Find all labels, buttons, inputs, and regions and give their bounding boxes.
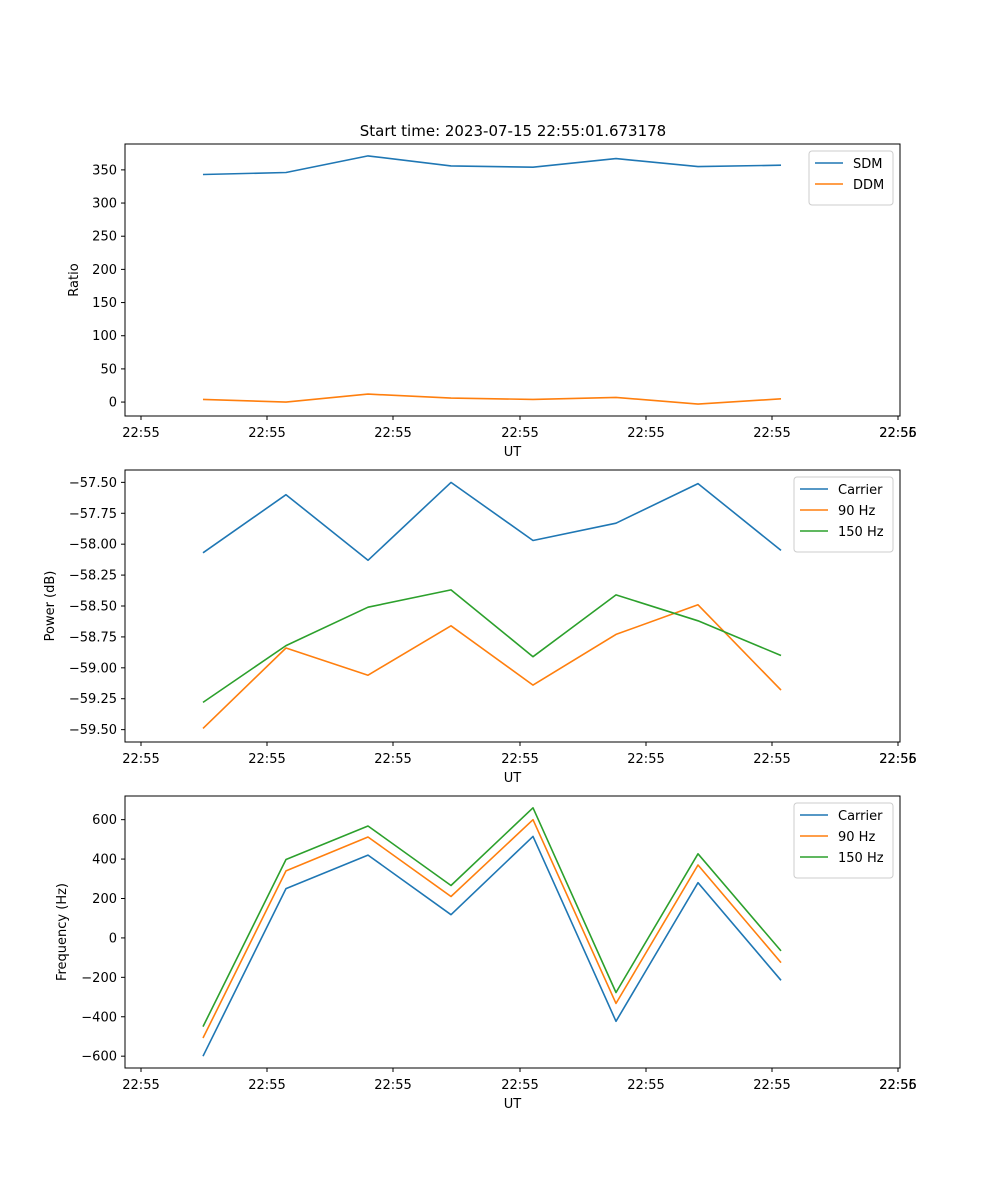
legend-box <box>808 150 894 206</box>
y-tick-label: −57.75 <box>69 507 117 522</box>
y-tick-label: −58.75 <box>69 630 117 645</box>
legend-entry: 90 Hz <box>838 504 875 519</box>
x-tick-label: 22:55 <box>753 426 790 441</box>
x-tick-label: 22:55 <box>248 426 285 441</box>
legend-entry: SDM <box>853 157 882 172</box>
x-axis-label: UT <box>504 445 522 460</box>
legend-box <box>793 476 894 553</box>
x-tick-label: 22:55 <box>122 752 159 767</box>
y-tick-label: −59.25 <box>69 692 117 707</box>
axes-frame <box>124 469 901 743</box>
x-axis-label: UT <box>504 771 522 786</box>
legend: Carrier 90 Hz 150 Hz <box>793 802 894 879</box>
legend-entry: Carrier <box>838 809 883 824</box>
x-tick-label: 22:56 <box>879 426 916 441</box>
x-tick-label: 22:55 <box>753 752 790 767</box>
y-tick-label: −200 <box>81 971 117 986</box>
y-tick-label: −58.50 <box>69 600 117 615</box>
y-tick-label: 100 <box>92 329 117 344</box>
x-tick-label: 22:55 <box>501 1078 538 1093</box>
y-tick-label: 0 <box>109 396 117 411</box>
y-tick-label: 0 <box>109 931 117 946</box>
x-tick-label: 22:55 <box>122 426 159 441</box>
y-tick-label: 300 <box>92 197 117 212</box>
x-tick-label: 22:55 <box>374 752 411 767</box>
series-line-carrier <box>202 481 782 562</box>
legend-entry: 150 Hz <box>838 851 884 866</box>
x-tick-label: 22:55 <box>374 1078 411 1093</box>
x-tick-label: 22:55 <box>501 426 538 441</box>
series-line-150-hz <box>202 806 782 1027</box>
x-tick-label: 22:55 <box>753 1078 790 1093</box>
x-tick-label: 22:55 <box>122 1078 159 1093</box>
legend-entry: DDM <box>853 178 884 193</box>
y-tick-label: 150 <box>92 296 117 311</box>
x-tick-label: 22:55 <box>879 426 916 441</box>
y-tick-label: −58.00 <box>69 538 117 553</box>
series-line-90-hz <box>202 603 782 729</box>
x-tick-label: 22:55 <box>879 752 916 767</box>
legend-box <box>793 802 894 879</box>
x-tick-label: 22:55 <box>501 752 538 767</box>
series-line-150-hz <box>202 589 782 704</box>
y-tick-label: 250 <box>92 230 117 245</box>
x-tick-label: 22:55 <box>248 752 285 767</box>
y-axis-label: Frequency (Hz) <box>55 883 70 981</box>
x-tick-label: 22:55 <box>248 1078 285 1093</box>
y-tick-label: −400 <box>81 1010 117 1025</box>
series-line-90-hz <box>202 818 782 1039</box>
series-line-sdm <box>202 155 782 176</box>
y-tick-label: 200 <box>92 892 117 907</box>
legend-entry: 90 Hz <box>838 830 875 845</box>
series-line-carrier <box>202 835 782 1057</box>
y-tick-label: 600 <box>92 813 117 828</box>
y-tick-label: 400 <box>92 853 117 868</box>
x-tick-label: 22:55 <box>627 1078 664 1093</box>
legend: Carrier 90 Hz 150 Hz <box>793 476 894 553</box>
y-tick-label: 350 <box>92 163 117 178</box>
y-tick-label: 50 <box>100 362 117 377</box>
y-tick-label: −600 <box>81 1050 117 1065</box>
legend-entry: Carrier <box>838 483 883 498</box>
axes-frame <box>124 143 901 417</box>
chart-panel-3: 22:55 22:55 22:55 22:55 22:55 22:55 22:5522:56… <box>55 795 917 1112</box>
figure-title: Start time: 2023-07-15 22:55:01.673178 <box>360 122 666 140</box>
y-tick-label: −57.50 <box>69 476 117 491</box>
y-tick-label: −59.00 <box>69 661 117 676</box>
y-tick-label: 200 <box>92 263 117 278</box>
y-axis-label: Ratio <box>67 263 82 296</box>
legend: SDM DDM <box>808 150 894 206</box>
x-tick-label: 22:55 <box>374 426 411 441</box>
x-tick-label: 22:56 <box>879 752 916 767</box>
x-axis-label: UT <box>504 1097 522 1112</box>
axes-frame <box>124 795 901 1069</box>
x-tick-label: 22:55 <box>627 752 664 767</box>
y-tick-label: −58.25 <box>69 569 117 584</box>
series-line-ddm <box>202 393 782 405</box>
chart-panel-1: 22:55 22:55 22:55 22:55 22:55 22:55 22:5522:56… <box>67 143 917 460</box>
y-tick-label: −59.50 <box>69 723 117 738</box>
x-tick-label: 22:56 <box>879 1078 916 1093</box>
x-tick-label: 22:55 <box>627 426 664 441</box>
y-axis-label: Power (dB) <box>43 571 58 642</box>
x-tick-label: 22:55 <box>879 1078 916 1093</box>
chart-panel-2: 22:55 22:55 22:55 22:55 22:55 22:55 22:5522:56… <box>43 469 917 786</box>
legend-entry: 150 Hz <box>838 525 884 540</box>
